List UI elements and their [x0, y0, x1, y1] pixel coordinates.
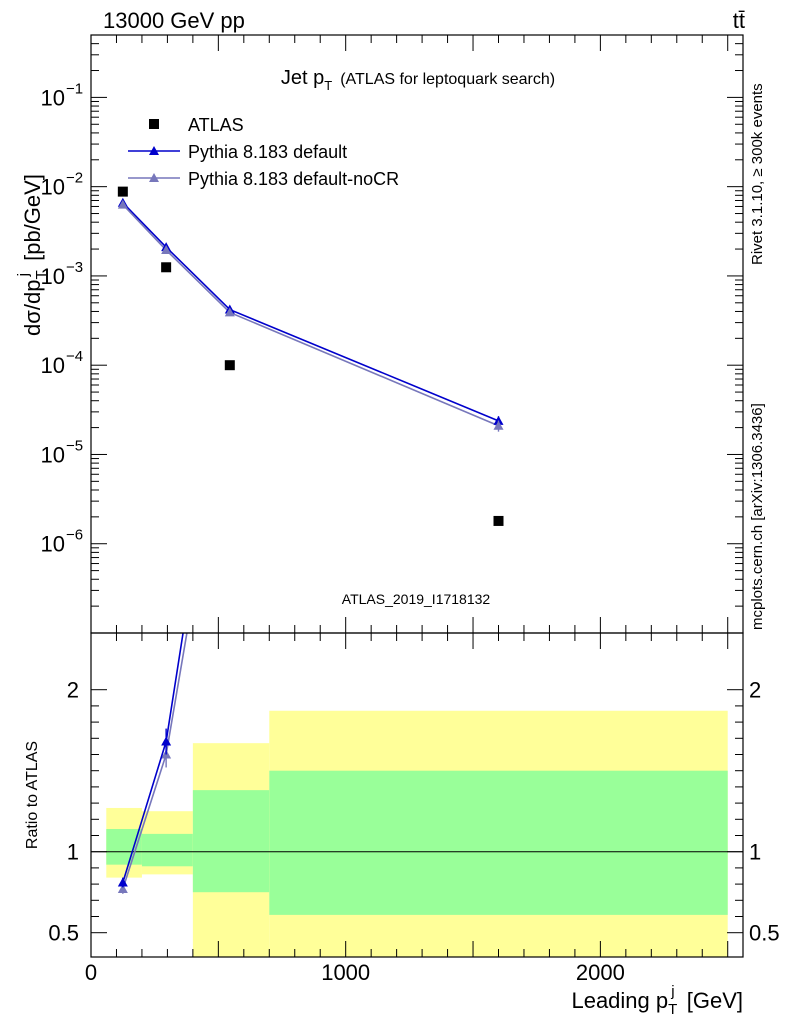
atlas-data-point [117, 186, 128, 197]
legend-label: Pythia 8.183 default-noCR [188, 169, 399, 189]
pythia-nocr-point [493, 420, 504, 430]
xaxis-label: Leading pTj [GeV] [571, 983, 743, 1018]
ratio-pythia-default-point [161, 736, 172, 746]
rivet-label: Rivet 3.1.10, ≥ 300k events [749, 83, 766, 265]
legend-triangle-marker [149, 173, 159, 182]
main-ytick-label-base: 10 [41, 353, 65, 378]
main-ytick-label-exp: −3 [66, 259, 83, 276]
pythia-default-point [493, 415, 504, 425]
ratio-xtick-label: 0 [85, 960, 97, 985]
main-ylabel: dσ/dpTj [pb/GeV] [15, 174, 50, 336]
ratio-ytick-label-right: 2 [749, 678, 761, 703]
main-panel: 10−110−210−310−410−510 −6dσ/dpTj [pb/GeV]… [15, 34, 743, 633]
main-line-pythia-default [122, 202, 499, 422]
ratio-pythia-nocr-point [117, 883, 128, 893]
atlas-data-point [224, 360, 235, 371]
main-ytick-label-exp: −1 [66, 80, 83, 97]
process-label: tt̄ [733, 8, 745, 33]
ratio-band-inner [192, 790, 270, 893]
chart-title: Jet pT (ATLAS for leptoquark search) [281, 67, 555, 93]
ratio-ytick-label: 2 [67, 678, 79, 703]
atlas-data-point [493, 515, 504, 526]
ratio-xtick-label: 2000 [576, 960, 625, 985]
main-ytick-label-base: 10 [41, 264, 65, 289]
legend-label: Pythia 8.183 default [188, 142, 347, 162]
ratio-pythia-nocr-point [225, 377, 235, 386]
ratio-curves [117, 328, 235, 894]
ratio-ytick-label-right: 1 [749, 840, 761, 865]
ratio-xtick-label: 1000 [321, 960, 370, 985]
ratio-line-pythia-default [122, 633, 184, 883]
energy-label: 13000 GeV pp [103, 8, 245, 33]
ratio-band-inner [269, 770, 728, 915]
ratio-ytick-label: 0.5 [48, 921, 79, 946]
mcplots-label: mcplots.cern.ch [arXiv:1306.3436] [749, 403, 766, 630]
main-ytick-label-exp: −5 [66, 437, 83, 454]
main-ytick-label-exp: −2 [66, 170, 83, 187]
ratio-ytick-label-right: 0.5 [749, 921, 780, 946]
main-ytick-label-base: 10 [41, 175, 65, 200]
main-ytick-label-exp: −6 [66, 527, 83, 544]
pythia-nocr-point [224, 307, 235, 317]
legend-triangle-marker [149, 146, 159, 155]
pythia-nocr-point [161, 245, 172, 255]
ratio-pythia-default-point [117, 877, 128, 887]
ratio-frame [90, 632, 744, 958]
legend-label: ATLAS [188, 115, 244, 135]
analysis-watermark: ATLAS_2019_I1718132 [342, 591, 491, 607]
ratio-band-inner [141, 833, 193, 867]
ratio-pythia-default-point [225, 328, 235, 337]
main-line-pythia-nocr [122, 204, 499, 427]
ratio-panel: 0.5 0.5 1 1 2 2 0 1000 2000 Ratio to ATLAS Leading… [24, 328, 780, 1018]
main-ytick-label-exp: −4 [66, 348, 83, 365]
main-ytick-label-base: 10 [41, 442, 65, 467]
ratio-ytick-label: 1 [67, 840, 79, 865]
pythia-nocr-point [117, 199, 128, 209]
main-ytick-label-base: 10 [41, 532, 65, 557]
legend-atlas-marker [149, 119, 159, 129]
main-ytick-label-base: 10 [41, 85, 65, 110]
ratio-ylabel: Ratio to ATLAS [24, 741, 41, 849]
atlas-data-point [161, 262, 172, 273]
ratio-line-pythia-nocr [122, 633, 188, 890]
